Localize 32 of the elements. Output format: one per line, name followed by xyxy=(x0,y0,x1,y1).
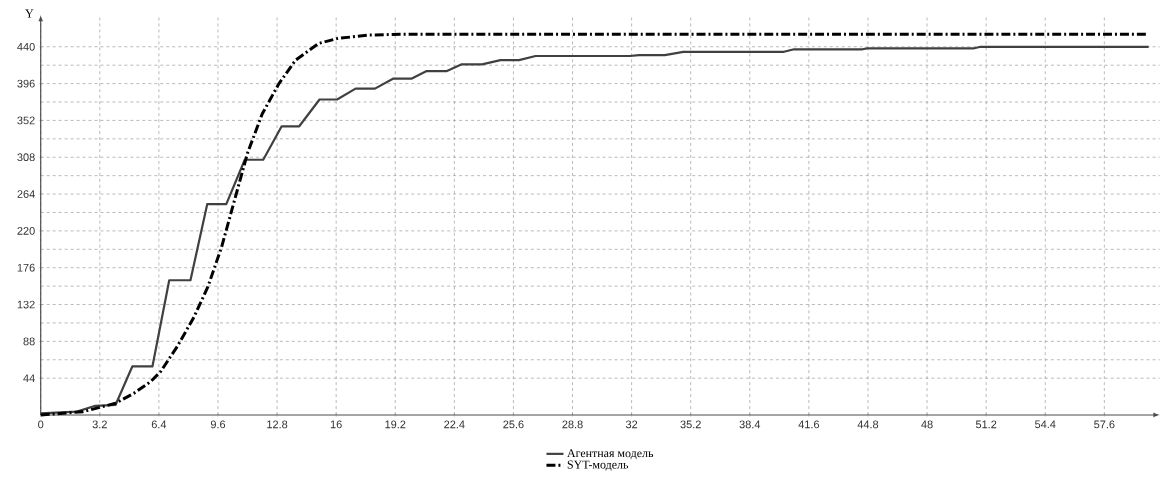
x-tick-label: 32 xyxy=(625,420,638,429)
x-tick-label: 16 xyxy=(330,420,342,429)
y-tick-label: 396 xyxy=(17,79,35,88)
x-tick-label: 35.2 xyxy=(680,420,701,429)
x-tick-label: 0 xyxy=(38,420,44,429)
y-tick-label: 220 xyxy=(17,227,35,235)
x-tick-label: 48 xyxy=(921,420,933,429)
y-tick-label: 132 xyxy=(17,300,35,309)
legend-label: Агентная модель xyxy=(567,449,654,460)
y-tick-label: 176 xyxy=(17,263,35,272)
x-tick-label: 44.8 xyxy=(857,420,879,429)
x-tick-label: 12.8 xyxy=(267,420,288,429)
x-tick-label: 25.6 xyxy=(503,420,524,429)
x-tick-label: 19.2 xyxy=(385,420,406,429)
x-tick-label: 51.2 xyxy=(975,420,997,429)
y-tick-label: 308 xyxy=(17,153,35,162)
y-tick-label: 440 xyxy=(17,42,35,51)
y-tick-label: 44 xyxy=(23,374,35,382)
x-tick-label: 28.8 xyxy=(562,420,583,429)
x-tick-label: 6.4 xyxy=(151,420,167,429)
y-tick-label: 352 xyxy=(17,116,35,125)
x-tick-label: 3.2 xyxy=(92,420,107,429)
x-tick-label: 22.4 xyxy=(444,420,465,429)
y-axis-title: Y xyxy=(25,9,34,18)
x-tick-label: 54.4 xyxy=(1035,420,1056,429)
x-tick-label: 38.4 xyxy=(739,420,761,429)
y-tick-label: 88 xyxy=(23,337,35,346)
x-tick-label: 41.6 xyxy=(798,420,820,429)
x-tick-label: 57.6 xyxy=(1094,420,1115,429)
x-tick-label: 9.6 xyxy=(210,420,226,429)
legend-label: SYT-модель xyxy=(567,460,629,471)
y-tick-label: 264 xyxy=(17,190,35,198)
